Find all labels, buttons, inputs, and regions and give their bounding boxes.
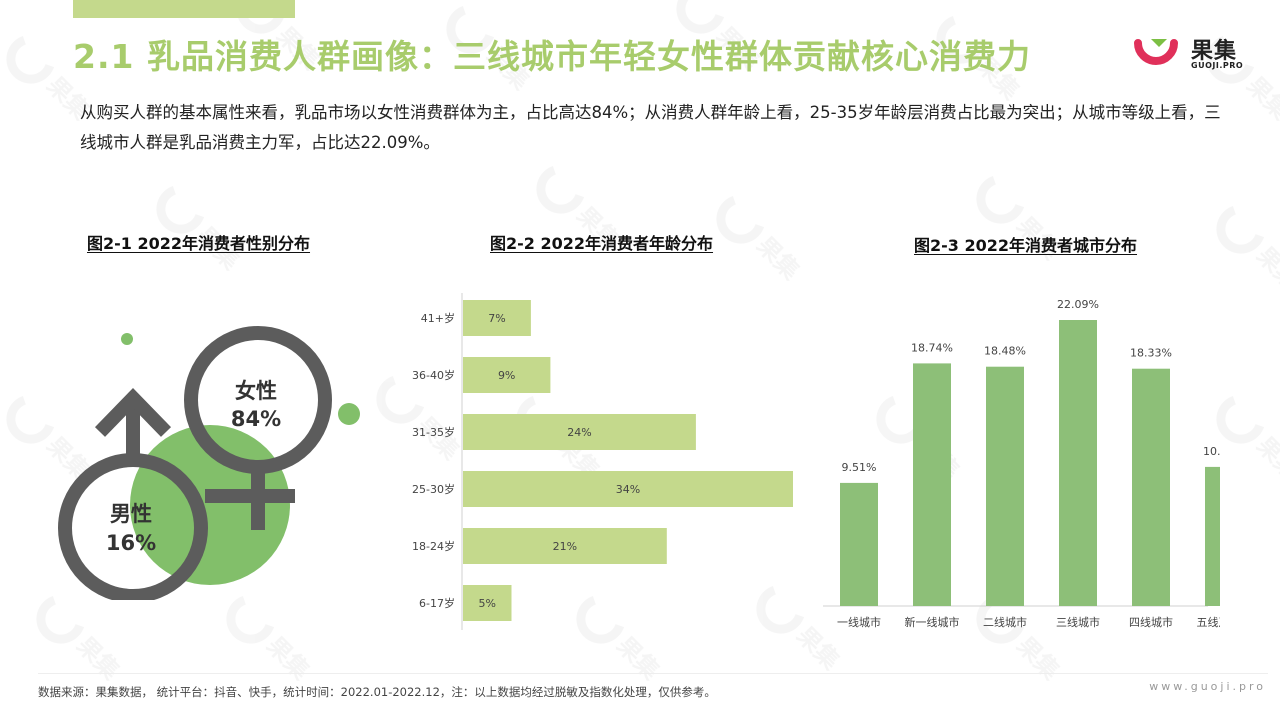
female-symbol-icon: [184, 326, 332, 530]
age-bar-value-label: 34%: [616, 483, 640, 496]
city-bar-value-label: 18.74%: [911, 341, 953, 354]
city-bar: [1059, 320, 1097, 606]
page-title: 2.1 乳品消费人群画像：三线城市年轻女性群体贡献核心消费力: [73, 37, 1031, 76]
age-chart: 7% 41+岁 9% 36-40岁 24% 31-35岁 34% 25-30岁 21% 18-24…: [412, 293, 793, 630]
watermark-logo: 果集: [1216, 205, 1280, 296]
age-chart-title: 图2-2 2022年消费者年龄分布: [490, 234, 714, 253]
city-chart-title: 图2-3 2022年消费者城市分布: [914, 236, 1138, 255]
age-category-label: 41+岁: [421, 311, 455, 325]
age-bar: [463, 528, 667, 564]
svg-text:果集: 果集: [611, 631, 665, 685]
female-percent-label: 84%: [231, 407, 281, 431]
logo-subtext: GUOJI.PRO: [1191, 61, 1244, 70]
city-category-label: 二线城市: [983, 615, 1027, 629]
svg-text:果集: 果集: [261, 631, 315, 685]
age-category-label: 25-30岁: [412, 482, 455, 496]
footer-website: www.guoji.pro: [1149, 680, 1266, 693]
age-bar-value-label: 21%: [553, 540, 577, 553]
brand-logo: 果集 GUOJI.PRO: [1133, 33, 1253, 73]
watermark-logo: 果集: [716, 195, 806, 286]
logo-icon: [1134, 39, 1178, 65]
age-bar-value-label: 24%: [567, 426, 591, 439]
male-percent-label: 16%: [106, 531, 156, 555]
logo-text: 果集: [1191, 39, 1238, 64]
svg-text:果集: 果集: [1251, 241, 1280, 295]
city-category-label: 一线城市: [837, 615, 881, 629]
city-category-label: 三线城市: [1056, 615, 1100, 629]
city-category-label: 五线及以下: [1197, 615, 1221, 629]
city-bar: [840, 482, 878, 606]
gender-chart-title: 图2-1 2022年消费者性别分布: [87, 234, 311, 253]
city-bar-value-label: 9.51%: [842, 461, 877, 474]
gender-chart: 女性 84% 男性 16%: [58, 326, 360, 600]
age-bar: [463, 585, 512, 621]
age-bar: [463, 300, 531, 336]
male-label: 男性: [110, 502, 152, 526]
city-bar: [1132, 368, 1170, 606]
city-bar-value-label: 22.09%: [1057, 298, 1099, 311]
svg-text:果集: 果集: [1251, 431, 1280, 485]
city-bar-value-label: 18.33%: [1130, 347, 1172, 360]
data-source-note: 数据来源：果集数据， 统计平台：抖音、快手，统计时间：2022.01-2022.…: [38, 685, 716, 699]
header-accent-bar: [73, 0, 295, 18]
decor-dot-medium: [338, 403, 360, 425]
city-bar-value-label: 10.74%: [1203, 445, 1220, 458]
city-bar: [986, 366, 1024, 606]
age-category-label: 6-17岁: [419, 596, 455, 610]
svg-text:果集: 果集: [751, 231, 805, 285]
age-category-label: 36-40岁: [412, 368, 455, 382]
city-category-label: 新一线城市: [905, 615, 960, 629]
age-bar-value-label: 5%: [479, 597, 496, 610]
age-bar-value-label: 7%: [488, 312, 505, 325]
city-bar: [913, 363, 951, 606]
decor-dot-small: [121, 333, 133, 345]
watermark-logo: 果集: [226, 595, 316, 686]
svg-text:果集: 果集: [1241, 71, 1280, 125]
age-bar: [463, 414, 696, 450]
age-bar-value-label: 9%: [498, 369, 515, 382]
svg-text:果集: 果集: [71, 631, 125, 685]
age-bar: [463, 471, 793, 507]
city-category-label: 四线城市: [1129, 615, 1173, 629]
male-symbol-icon: [58, 387, 208, 600]
watermark-logo: 果集: [36, 595, 126, 686]
watermark-logo: 果集: [1216, 395, 1280, 486]
age-category-label: 31-35岁: [412, 425, 455, 439]
footer-divider: [38, 673, 1268, 674]
intro-paragraph: 从购买人群的基本属性来看，乳品市场以女性消费群体为主，占比高达84%；从消费人群…: [80, 103, 1221, 152]
city-bar-value-label: 18.48%: [984, 345, 1026, 358]
age-bar: [463, 357, 551, 393]
female-label: 女性: [235, 379, 277, 403]
age-category-label: 18-24岁: [412, 539, 455, 553]
city-chart: 9.51% 一线城市 18.74% 新一线城市 18.48% 二线城市 22.09% 三线城市…: [823, 298, 1221, 629]
city-bar: [1205, 466, 1220, 606]
